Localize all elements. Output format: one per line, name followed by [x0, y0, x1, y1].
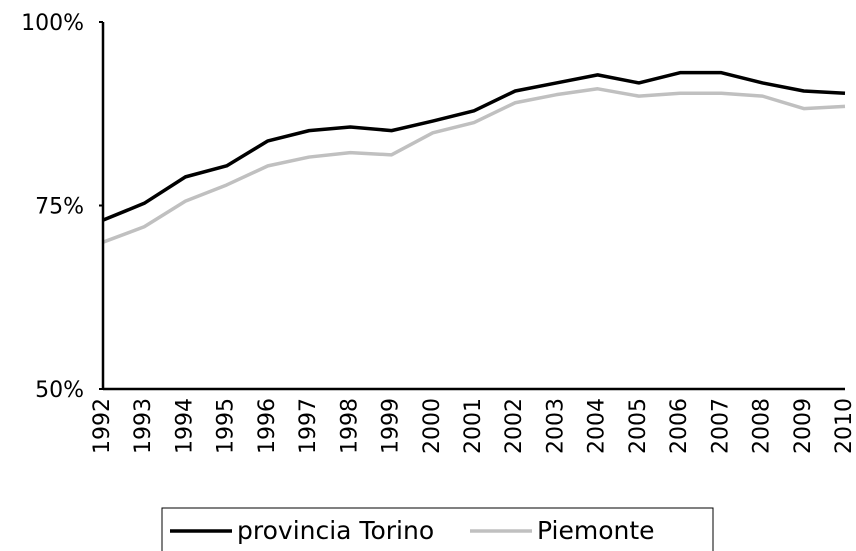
x-tick-label: 2005 — [626, 398, 651, 454]
x-tick-label: 2000 — [420, 398, 445, 454]
x-tick-label: 2008 — [750, 398, 775, 454]
legend-label: provincia Torino — [237, 516, 434, 545]
series-line — [102, 70, 846, 222]
x-tick-label: 2006 — [667, 398, 692, 454]
x-tick-label: 1999 — [379, 398, 404, 454]
legend-label: Piemonte — [537, 516, 655, 545]
x-tick-label: 1994 — [172, 398, 197, 454]
x-tick-label: 2010 — [832, 398, 856, 454]
x-tick-label: 1997 — [296, 398, 321, 454]
series-line — [102, 87, 846, 244]
x-tick-label: 2003 — [543, 398, 568, 454]
x-tick-label: 1996 — [255, 398, 280, 454]
x-tick-label: 1998 — [337, 398, 362, 454]
x-tick-label: 2009 — [791, 398, 816, 454]
x-tick-label: 2001 — [461, 398, 486, 454]
y-tick-label: 75% — [35, 195, 84, 220]
legend-box — [161, 507, 714, 551]
x-tick-label: 2002 — [502, 398, 527, 454]
x-tick-label: 2004 — [585, 398, 610, 454]
x-tick-label: 2007 — [708, 398, 733, 454]
x-tick-label: 1992 — [90, 398, 115, 454]
x-tick-label: 1995 — [214, 398, 239, 454]
y-tick-label: 50% — [35, 378, 84, 403]
x-tick-label: 1993 — [131, 398, 156, 454]
y-tick-label: 100% — [21, 11, 84, 36]
